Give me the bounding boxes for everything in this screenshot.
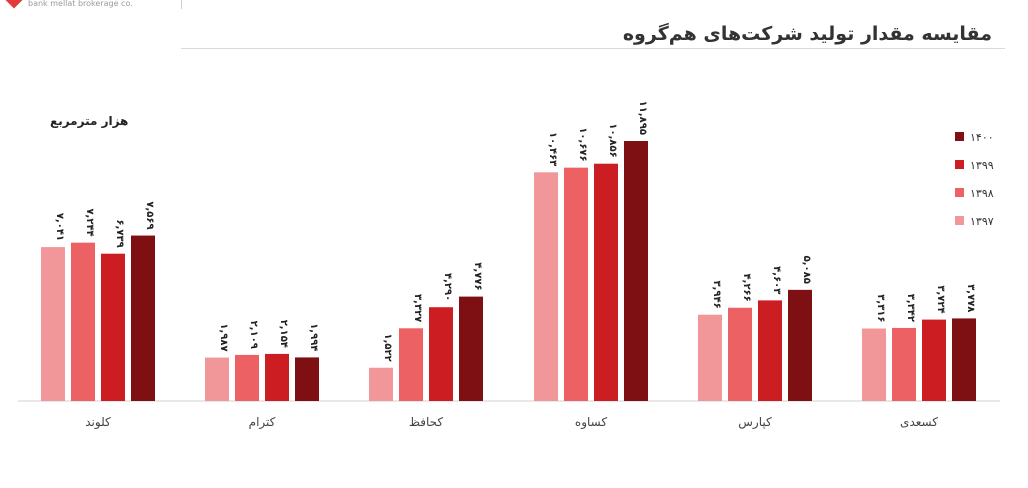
- value-label-5-1: ۳,۳۴۲: [905, 294, 916, 322]
- value-label-1-0: ۱,۹۸۷: [218, 323, 229, 351]
- logo-text: bank mellat brokerage co.: [28, 0, 133, 8]
- value-label-4-1: ۴,۲۶۶: [741, 274, 752, 302]
- value-label-4-2: ۴,۶۰۳: [771, 266, 782, 294]
- frame-divider: [181, 0, 182, 9]
- value-label-0-2: ۶,۷۳۹: [114, 219, 125, 247]
- legend-label-0: ۱۳۹۷: [970, 215, 994, 228]
- value-label-1-3: ۱,۹۹۴: [308, 323, 319, 351]
- bar-5-2: [922, 319, 946, 401]
- value-label-2-2: ۴,۲۹۰: [442, 273, 453, 301]
- chart-title: مقایسه مقدار تولید شرکت‌های هم‌گروه: [622, 23, 992, 45]
- bar-4-1: [728, 307, 752, 401]
- unit-label: هزار مترمربع: [50, 114, 129, 128]
- bar-4-3: [788, 289, 812, 401]
- bar-3-3: [624, 141, 648, 401]
- bar-5-0: [862, 328, 886, 401]
- value-label-0-1: ۷,۲۴۴: [84, 208, 95, 236]
- legend-label-2: ۱۳۹۹: [970, 159, 994, 172]
- bar-0-1: [71, 242, 95, 401]
- value-label-3-0: ۱۰,۴۶۳: [547, 132, 558, 166]
- legend-swatch-0: [955, 216, 964, 225]
- value-label-4-0: ۳,۹۴۶: [711, 281, 722, 309]
- bar-0-3: [131, 235, 155, 401]
- bar-2-2: [429, 307, 453, 401]
- legend-label-1: ۱۳۹۸: [970, 187, 994, 200]
- category-label-0: کلوند: [85, 415, 111, 430]
- value-label-3-2: ۱۰,۸۵۶: [607, 123, 618, 157]
- legend-swatch-3: [955, 132, 964, 141]
- legend-swatch-1: [955, 188, 964, 197]
- value-label-2-0: ۱,۵۲۲: [382, 334, 393, 362]
- legend-swatch-2: [955, 160, 964, 169]
- bar-3-0: [534, 172, 558, 401]
- bar-1-1: [235, 354, 259, 401]
- value-label-4-3: ۵,۰۸۵: [801, 256, 812, 284]
- category-label-5: کسعدی: [900, 415, 938, 429]
- bar-4-2: [758, 300, 782, 401]
- value-label-5-3: ۳,۷۷۸: [965, 284, 976, 312]
- legend-label-3: ۱۴۰۰: [970, 131, 994, 144]
- value-label-1-1: ۲,۱۰۹: [248, 321, 259, 349]
- value-label-3-1: ۱۰,۶۷۶: [577, 127, 588, 161]
- value-label-0-3: ۷,۵۶۹: [144, 201, 155, 229]
- bar-5-3: [952, 318, 976, 401]
- value-label-3-3: ۱۱,۸۹۵: [637, 101, 648, 135]
- value-label-5-0: ۳,۳۱۶: [875, 294, 886, 322]
- bar-0-2: [101, 253, 125, 401]
- value-label-5-2: ۳,۷۲۴: [935, 285, 946, 313]
- bar-1-2: [265, 353, 289, 401]
- bar-5-1: [892, 327, 916, 401]
- value-label-2-1: ۳,۳۲۷: [412, 294, 423, 322]
- bar-4-0: [698, 314, 722, 401]
- value-label-1-2: ۲,۱۵۴: [278, 320, 289, 348]
- category-label-3: کساوه: [575, 415, 607, 430]
- bar-0-0: [41, 247, 65, 401]
- title-bar: [181, 8, 1005, 49]
- brand-logo: bank mellat brokerage co.: [5, 0, 168, 14]
- bar-1-3: [295, 357, 319, 401]
- category-label-2: کحافظ: [409, 415, 444, 429]
- bar-1-0: [205, 357, 229, 401]
- value-label-0-0: ۷,۰۴۱: [54, 213, 65, 241]
- bar-2-3: [459, 296, 483, 401]
- category-label-1: کترام: [249, 415, 276, 430]
- bar-2-1: [399, 328, 423, 401]
- bar-3-1: [564, 167, 588, 401]
- category-label-4: کپارس: [738, 415, 772, 430]
- bar-3-2: [594, 163, 618, 401]
- bar-2-0: [369, 367, 393, 401]
- value-label-2-3: ۴,۷۷۶: [472, 262, 483, 290]
